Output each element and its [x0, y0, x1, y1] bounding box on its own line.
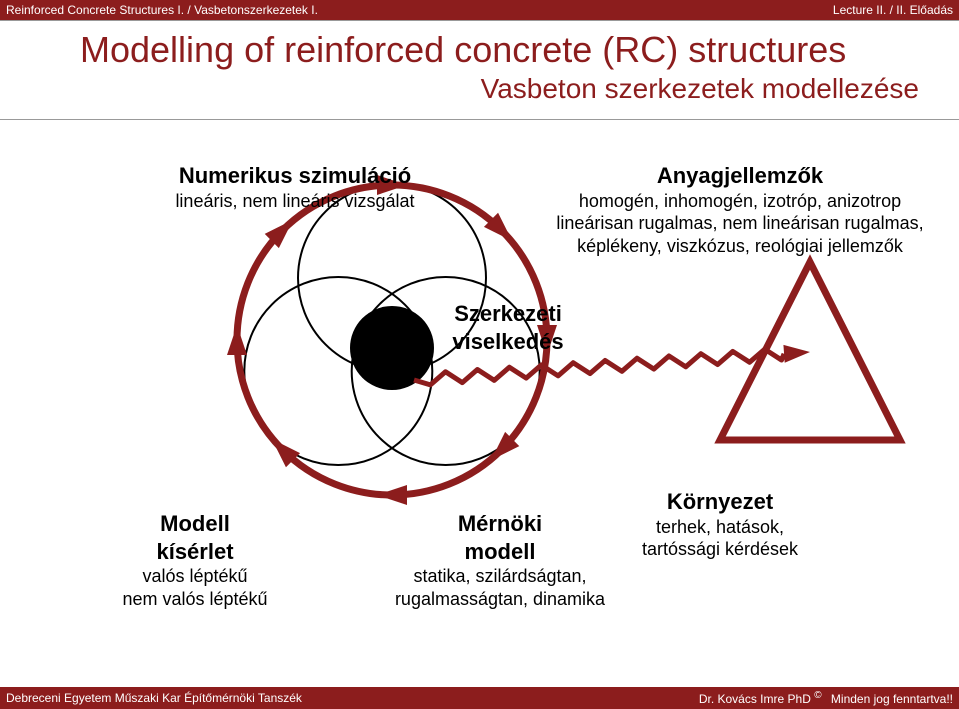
title-english: Modelling of reinforced concrete (RC) st…: [80, 29, 959, 71]
label-model-head: Modellkísérlet: [95, 510, 295, 565]
footer-rights: Minden jog fenntartva!!: [831, 692, 953, 706]
venn-shading: [350, 306, 434, 390]
triangle: [720, 262, 900, 440]
label-engmodel: Mérnökimodellstatika, szilárdságtan,ruga…: [370, 510, 630, 610]
label-struct-head: Szerkezetiviselkedés: [428, 300, 588, 355]
header-left: Reinforced Concrete Structures I. / Vasb…: [6, 3, 318, 17]
footer-author: Dr. Kovács Imre PhD: [699, 692, 811, 706]
footer-right: Dr. Kovács Imre PhD © Minden jog fenntar…: [699, 690, 953, 706]
footer-bar: Debreceni Egyetem Műszaki Kar Építőmérnö…: [0, 687, 959, 709]
label-material-head: Anyagjellemzők: [530, 162, 950, 190]
label-env-head: Környezet: [605, 488, 835, 516]
label-env: Környezetterhek, hatások,tartóssági kérd…: [605, 488, 835, 561]
content-area: Numerikus szimulációlineáris, nem lineár…: [0, 140, 959, 685]
title-bar: Modelling of reinforced concrete (RC) st…: [0, 20, 959, 120]
header-bar: Reinforced Concrete Structures I. / Vasb…: [0, 0, 959, 20]
label-sim-sub: lineáris, nem lineáris vizsgálat: [155, 190, 435, 213]
copyright-icon: ©: [814, 690, 821, 701]
label-model: Modellkísérletvalós léptékűnem valós lép…: [95, 510, 295, 610]
label-model-sub: valós léptékűnem valós léptékű: [95, 565, 295, 610]
page: Reinforced Concrete Structures I. / Vasb…: [0, 0, 959, 709]
label-material: Anyagjellemzőkhomogén, inhomogén, izotró…: [530, 162, 950, 257]
label-sim: Numerikus szimulációlineáris, nem lineár…: [155, 162, 435, 212]
label-engmodel-head: Mérnökimodell: [370, 510, 630, 565]
zigzag-arrow-head: [783, 345, 810, 363]
cycle-arrowhead: [227, 325, 247, 355]
label-env-sub: terhek, hatások,tartóssági kérdések: [605, 516, 835, 561]
label-sim-head: Numerikus szimuláció: [155, 162, 435, 190]
label-material-sub: homogén, inhomogén, izotróp, anizotropli…: [530, 190, 950, 258]
label-engmodel-sub: statika, szilárdságtan,rugalmasságtan, d…: [370, 565, 630, 610]
cycle-arrowhead: [377, 485, 407, 505]
header-right: Lecture II. / II. Előadás: [833, 3, 953, 17]
label-struct: Szerkezetiviselkedés: [428, 300, 588, 355]
title-hungarian: Vasbeton szerkezetek modellezése: [80, 73, 959, 105]
footer-left: Debreceni Egyetem Műszaki Kar Építőmérnö…: [6, 691, 302, 705]
